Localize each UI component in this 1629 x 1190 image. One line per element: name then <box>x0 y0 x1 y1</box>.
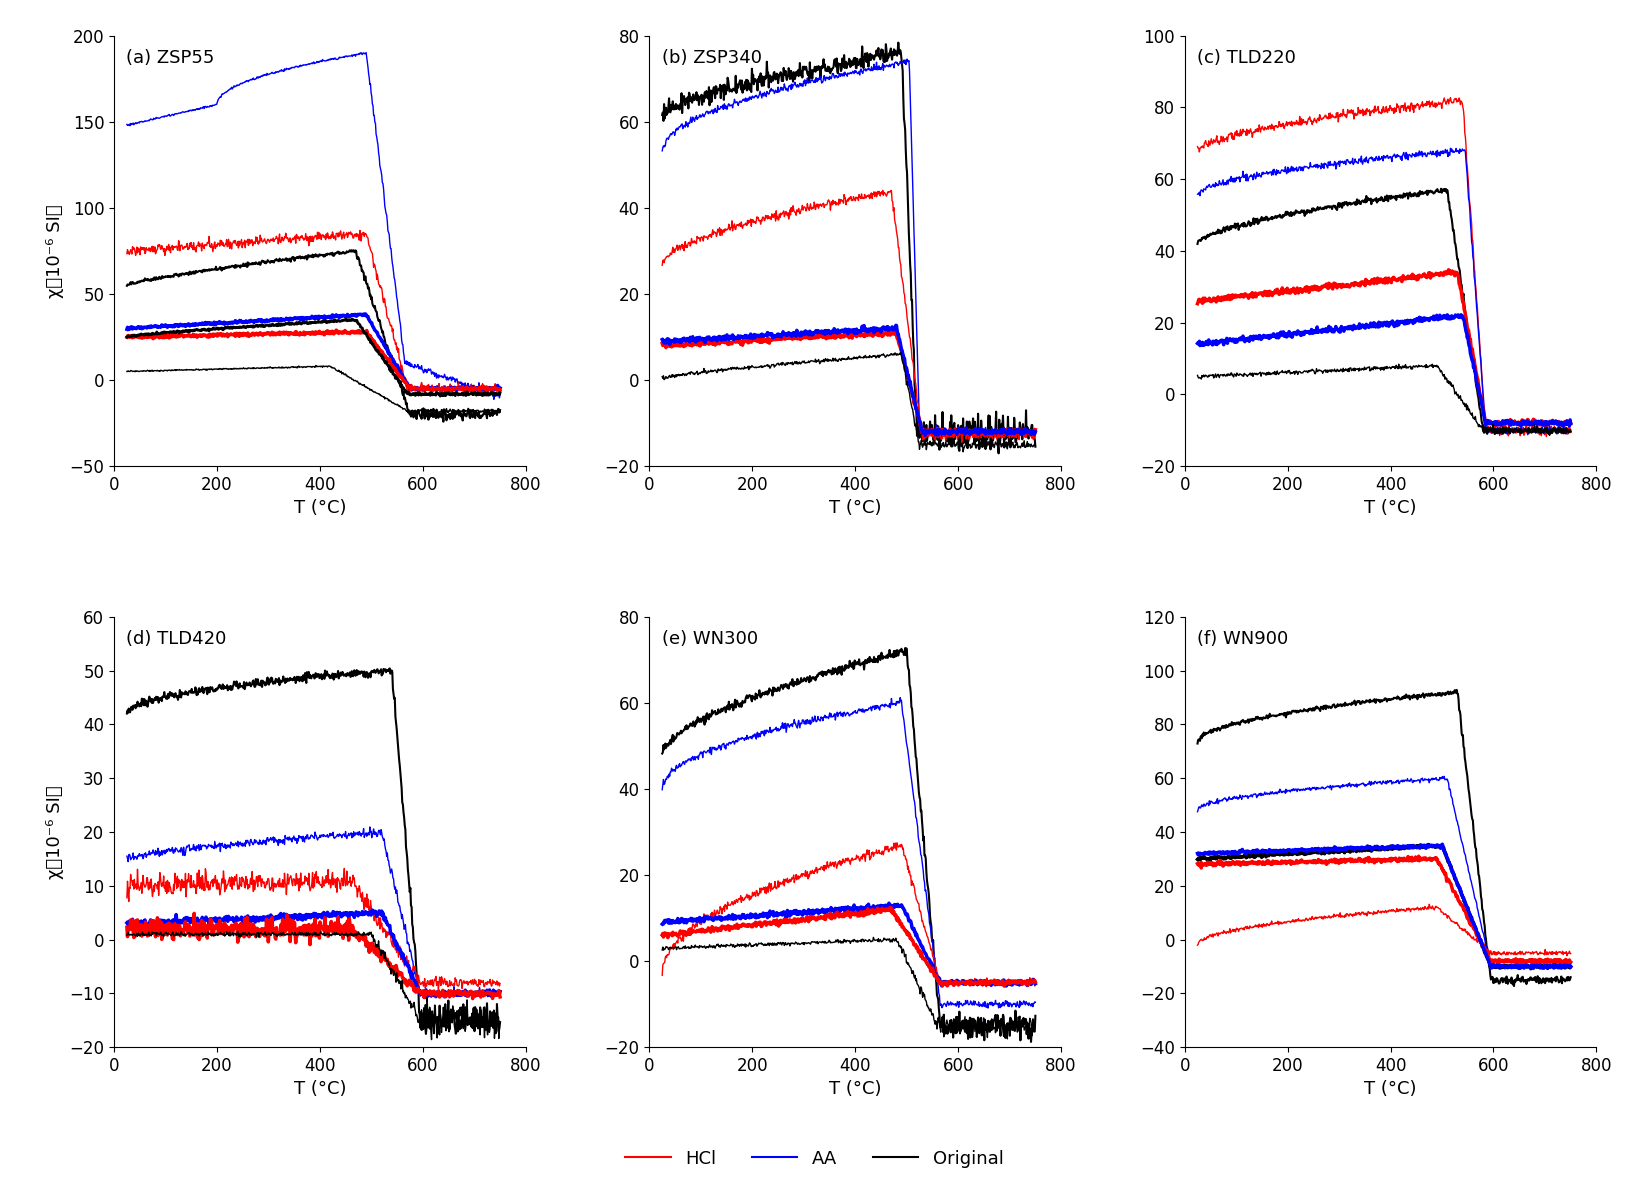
Text: (f) WN900: (f) WN900 <box>1197 630 1289 647</box>
X-axis label: T (°C): T (°C) <box>293 500 347 518</box>
X-axis label: T (°C): T (°C) <box>293 1081 347 1098</box>
Text: (c) TLD220: (c) TLD220 <box>1197 49 1297 67</box>
Text: (a) ZSP55: (a) ZSP55 <box>127 49 215 67</box>
X-axis label: T (°C): T (°C) <box>829 1081 881 1098</box>
Text: (b) ZSP340: (b) ZSP340 <box>661 49 762 67</box>
X-axis label: T (°C): T (°C) <box>1363 1081 1417 1098</box>
Legend: HCl, AA, Original: HCl, AA, Original <box>617 1142 1012 1175</box>
Y-axis label: χ（10⁻⁶ SI）: χ（10⁻⁶ SI） <box>46 205 64 298</box>
X-axis label: T (°C): T (°C) <box>1363 500 1417 518</box>
Y-axis label: χ（10⁻⁶ SI）: χ（10⁻⁶ SI） <box>46 785 64 878</box>
X-axis label: T (°C): T (°C) <box>829 500 881 518</box>
Text: (d) TLD420: (d) TLD420 <box>127 630 226 647</box>
Text: (e) WN300: (e) WN300 <box>661 630 757 647</box>
